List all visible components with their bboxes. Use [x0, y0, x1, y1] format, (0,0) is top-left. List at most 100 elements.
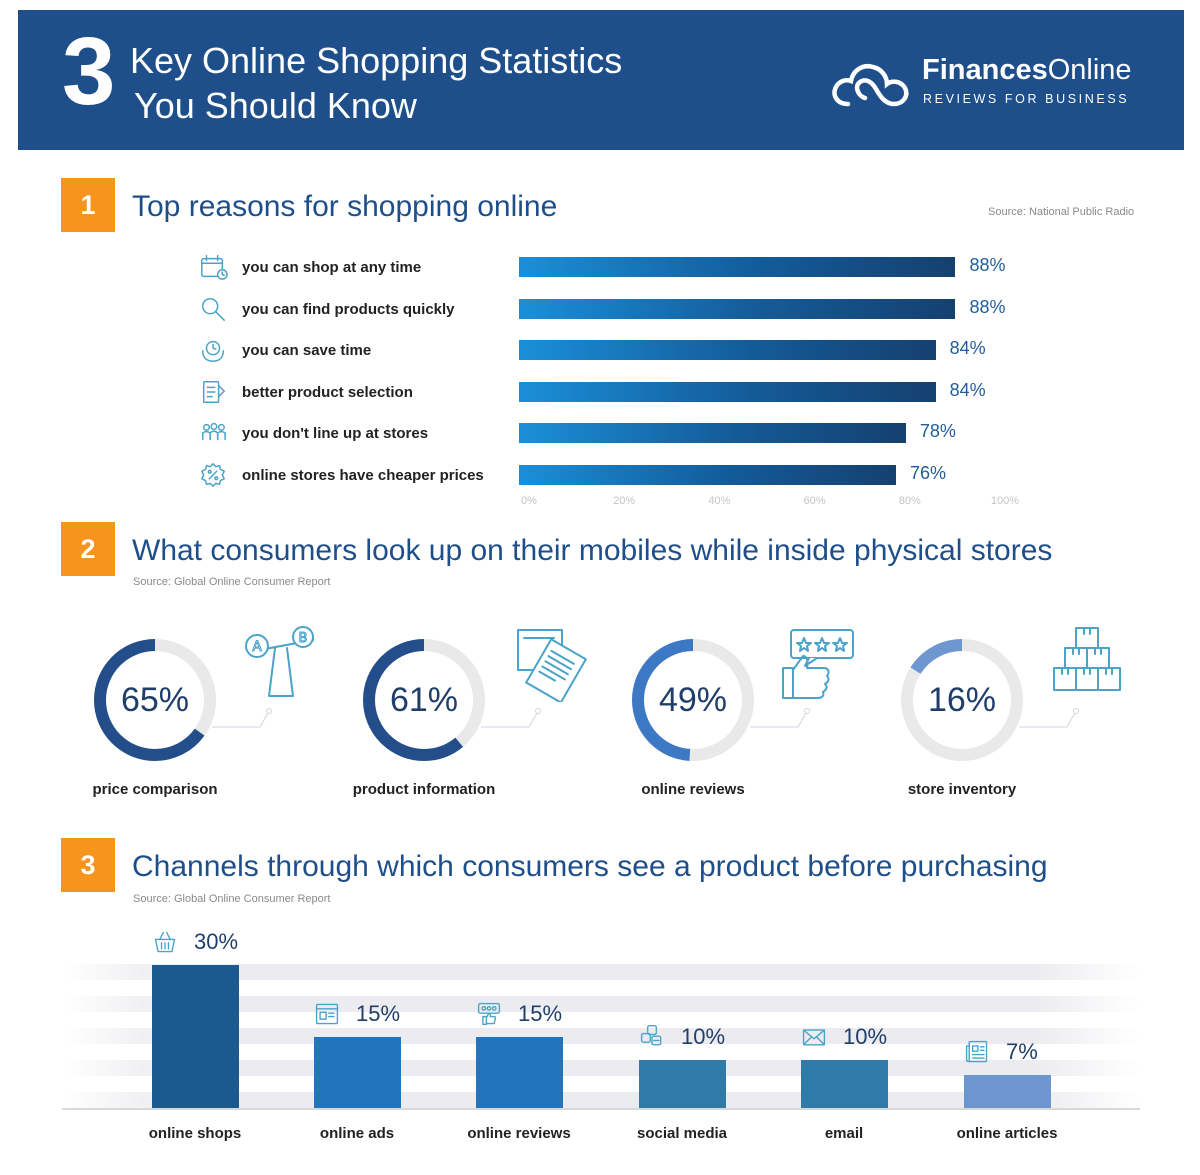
channel-value: 15% — [518, 1000, 563, 1026]
reason-label: you can shop at any time — [242, 259, 422, 276]
section2-badge: 2 — [61, 522, 115, 576]
reason-row: you can find products quickly — [198, 295, 1018, 325]
reason-bar — [519, 464, 896, 485]
channel-bar — [964, 1074, 1051, 1108]
reason-bar — [519, 381, 936, 402]
channels-bar-chart: 30% 15% 15% 10% 10% 7% — [62, 929, 1140, 1110]
channel-bar — [801, 1060, 888, 1108]
donut-value: 65% — [120, 680, 190, 719]
channel-label: online ads — [319, 1125, 395, 1142]
donut-arc — [363, 639, 485, 761]
reason-row: online stores have cheaper prices — [198, 461, 1018, 491]
reason-value: 78% — [919, 421, 956, 441]
reason-value: 88% — [969, 255, 1006, 275]
donut-chart: 49% — [628, 635, 758, 765]
reason-bar — [519, 423, 906, 443]
donut-arc — [632, 639, 754, 761]
channel-value: 30% — [194, 929, 239, 954]
reason-row: you can shop at any time — [198, 253, 1018, 283]
donut-label: online reviews — [641, 781, 745, 798]
chart-baseline — [62, 1108, 1140, 1110]
boxes-stack-icon — [1048, 626, 1128, 702]
page-title-line1: Key Online Shopping Statistics — [130, 40, 623, 81]
reason-bar — [519, 298, 956, 319]
channel-label: social media — [636, 1125, 728, 1142]
x-tick-label: 20% — [613, 495, 636, 507]
channel-bar — [639, 1060, 726, 1108]
svg-text:B: B — [299, 631, 308, 646]
reason-bar — [519, 340, 936, 360]
x-tick-label: 0% — [521, 495, 537, 507]
donut-chart: 16% — [897, 635, 1027, 765]
channel-label: online reviews — [467, 1125, 571, 1142]
donut-label: price comparison — [92, 781, 218, 798]
donut-value: 49% — [658, 680, 728, 719]
channel-label: online shops — [148, 1125, 242, 1142]
documents-icon — [510, 626, 590, 704]
channel-value: 7% — [1006, 1038, 1038, 1064]
review-stars-icon — [475, 1001, 503, 1027]
reason-value: 84% — [949, 379, 986, 400]
donut-chart: 61% — [359, 635, 489, 765]
section3-badge: 3 — [61, 838, 115, 892]
header-number: 3 — [62, 18, 116, 125]
reason-row: you can save time — [198, 336, 1018, 366]
section2-source: Source: Global Online Consumer Report — [133, 576, 331, 588]
channel-value: 15% — [356, 1000, 401, 1026]
envelope-icon — [800, 1024, 828, 1050]
thumbs-up-stars-icon — [779, 626, 859, 702]
donut-label: product information — [352, 781, 496, 798]
social-icons-icon — [638, 1024, 666, 1050]
shopping-list-icon — [198, 378, 230, 408]
reason-value: 84% — [949, 338, 986, 358]
svg-text:A: A — [252, 639, 262, 655]
magnifier-icon — [198, 295, 230, 325]
connector-line — [481, 708, 541, 728]
section2-title: What consumers look up on their mobiles … — [132, 534, 1053, 567]
cloud-logo-icon — [832, 64, 909, 107]
percent-tag-icon — [198, 461, 230, 491]
channel-label: online articles — [956, 1125, 1058, 1142]
newspaper-icon — [963, 1039, 991, 1065]
x-tick-label: 40% — [708, 495, 731, 507]
logo-tagline: REVIEWS FOR BUSINESS — [923, 92, 1130, 106]
section1-source: Source: National Public Radio — [988, 206, 1135, 218]
reason-row: you don't line up at stores — [198, 419, 1018, 449]
donut-chart: 65% — [90, 635, 220, 765]
x-tick-label: 80% — [898, 495, 921, 507]
section3-source: Source: Global Online Consumer Report — [133, 893, 331, 905]
reason-label: better product selection — [242, 383, 413, 401]
header-banner: 3 Key Online Shopping Statistics You Sho… — [18, 10, 1184, 150]
channel-bar — [476, 1036, 563, 1108]
section3-title: Channels through which consumers see a p… — [132, 850, 1048, 883]
donut-value: 61% — [389, 680, 459, 719]
reason-label: you can find products quickly — [242, 300, 455, 318]
reason-row: better product selection — [198, 378, 1018, 408]
reason-value: 88% — [969, 296, 1006, 317]
reason-label: you can save time — [242, 342, 372, 359]
donut-value: 16% — [927, 680, 997, 719]
web-browser-icon — [313, 1001, 341, 1027]
calendar-clock-icon — [198, 253, 230, 283]
channel-label: email — [824, 1125, 864, 1142]
channel-value: 10% — [843, 1024, 888, 1050]
reason-bar — [519, 257, 956, 277]
donut-arc — [94, 639, 216, 761]
section1-badge: 1 — [61, 178, 115, 232]
financesonline-logo: FinancesOnline REVIEWS FOR BUSINESS — [830, 52, 1140, 116]
connector-line — [750, 708, 810, 728]
shopping-basket-icon — [151, 929, 179, 955]
channel-bar — [314, 1036, 401, 1108]
clock-hands-icon — [198, 336, 230, 366]
connector-line — [212, 708, 272, 728]
x-tick-label: 100% — [990, 495, 1020, 507]
channel-bar — [152, 965, 239, 1108]
page-title: Key Online Shopping Statistics You Shoul… — [130, 38, 622, 128]
logo-name: FinancesOnline — [922, 54, 1132, 86]
channel-value: 10% — [681, 1024, 726, 1050]
chart-stripe — [62, 964, 1140, 980]
reason-label: online stores have cheaper prices — [242, 466, 484, 484]
reason-label: you don't line up at stores — [242, 425, 429, 442]
section1-title: Top reasons for shopping online — [132, 190, 558, 223]
